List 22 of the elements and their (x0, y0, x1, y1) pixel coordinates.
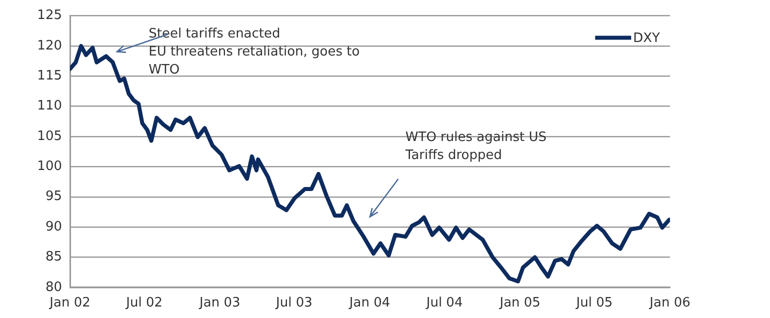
y-tick-label: 110 (37, 98, 62, 114)
x-tick-label: Jan 05 (498, 296, 540, 311)
x-tick-label: Jul 05 (575, 296, 613, 311)
x-tick-label: Jan 06 (648, 296, 690, 311)
y-tick-label: 90 (45, 219, 62, 234)
y-tick-label: 85 (45, 250, 62, 265)
y-tick-label: 115 (37, 68, 62, 84)
x-tick-label: Jan 03 (198, 296, 240, 311)
x-tick-label: Jan 04 (348, 296, 390, 311)
y-tick-label: 80 (45, 280, 62, 295)
y-tick-label: 105 (37, 128, 62, 144)
y-tick-label: 125 (37, 8, 62, 24)
y-tick-label: 100 (37, 159, 62, 174)
x-tick-label: Jan 02 (48, 296, 90, 311)
annotation: WTO rules against US Tariffs dropped (404, 130, 546, 163)
x-tick-label: Jul 02 (125, 296, 163, 311)
y-tick-label: 95 (45, 189, 62, 204)
x-tick-label: Jul 04 (425, 296, 463, 311)
annotation: Steel tariffs enacted EU threatens retaliation, goes to WTO (148, 26, 360, 78)
legend-label: DXY (633, 31, 660, 46)
x-tick-label: Jul 03 (275, 296, 312, 311)
y-tick-label: 120 (37, 38, 62, 54)
